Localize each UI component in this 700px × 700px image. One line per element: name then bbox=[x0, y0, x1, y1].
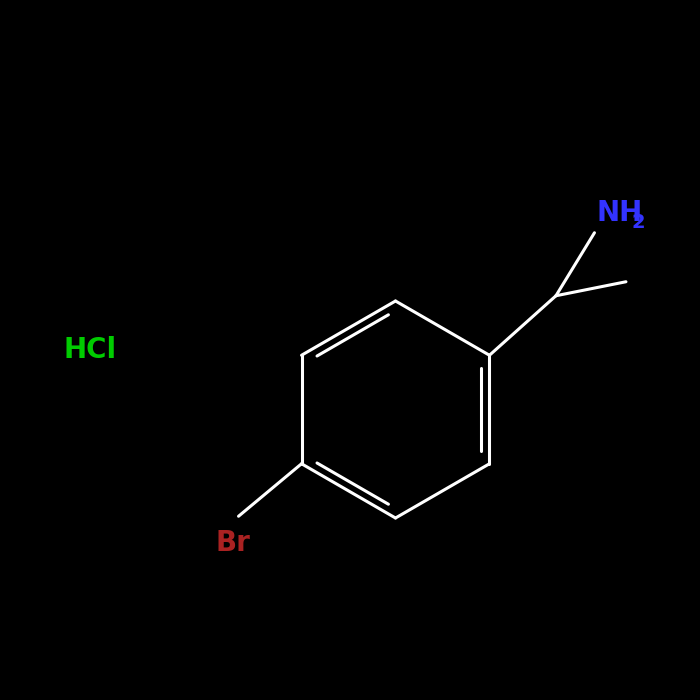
Text: 2: 2 bbox=[631, 213, 645, 232]
Text: HCl: HCl bbox=[63, 336, 116, 364]
Text: NH: NH bbox=[596, 199, 643, 228]
Text: Br: Br bbox=[216, 529, 251, 557]
